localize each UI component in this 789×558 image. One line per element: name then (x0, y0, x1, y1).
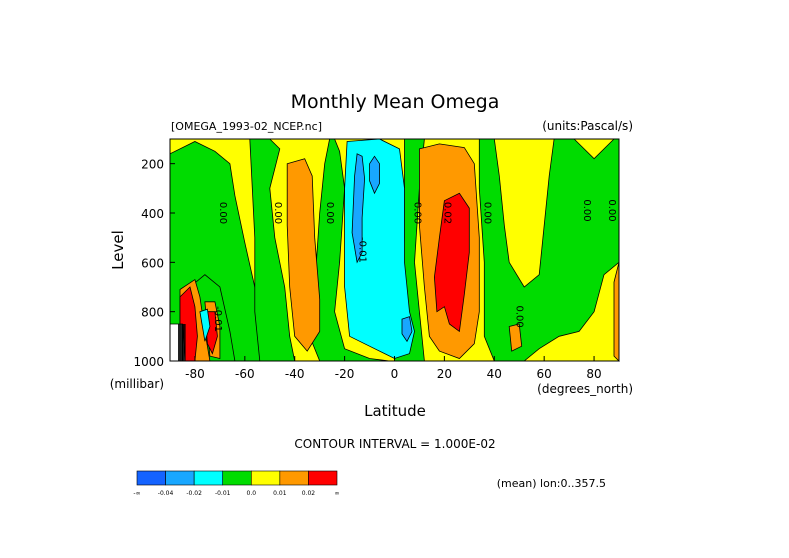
contour-label: 0.02 (441, 202, 452, 224)
y-tick-label: 400 (141, 207, 164, 221)
contour-label: 0.00 (606, 199, 617, 221)
contour-region-orange-band-sh (286, 158, 321, 352)
contour-region-green-band-central (309, 138, 390, 362)
colorbar-swatch (165, 470, 195, 486)
x-axis: -80 -60 -40 -20 0 20 40 60 80 (185, 356, 602, 381)
colorbar-tick-label: -∞ (133, 490, 140, 497)
colorbar: -∞ -0.04 -0.02 -0.01 0.0 0.01 0.02 ∞ (133, 470, 340, 497)
x-tick-label: -60 (235, 367, 255, 381)
contour-label: 0.00 (324, 202, 335, 224)
mean-note: (mean) lon:0..357.5 (497, 477, 606, 490)
x-tick-label: 60 (537, 367, 552, 381)
contour-interval-note: CONTOUR INTERVAL = 1.000E-02 (294, 437, 495, 451)
colorbar-tick-label: 0.02 (302, 490, 316, 497)
y-axis: 200 400 600 800 1000 (133, 158, 175, 369)
source-label: [OMEGA_1993-02_NCEP.nc] (171, 120, 322, 133)
contour-region-red-core-nh (433, 192, 470, 333)
x-tick-label: 80 (586, 367, 601, 381)
x-tick-label: 40 (487, 367, 502, 381)
contour-label: -0.01 (212, 306, 223, 332)
contour-label: 0.00 (272, 202, 283, 224)
x-tick-label: -40 (285, 367, 305, 381)
units-label: (units:Pascal/s) (542, 119, 633, 133)
contour-label: -0.01 (357, 237, 368, 263)
contour-region-blue-patch-1 (351, 153, 366, 264)
colorbar-tick-label: -0.01 (215, 490, 231, 497)
contour-region-green-band-mid (249, 138, 296, 362)
colorbar-swatch (222, 470, 252, 486)
y-units-label: (millibar) (110, 377, 164, 391)
colorbar-swatch (250, 470, 281, 486)
contour-region-blue-patch-3 (401, 316, 413, 343)
x-tick-label: 20 (437, 367, 452, 381)
contour-field (169, 138, 620, 362)
contour-region-cyan-patch-sh (199, 308, 211, 342)
y-axis-title: Level (109, 230, 127, 270)
contour-label: 0.00 (217, 202, 228, 224)
colorbar-swatch (279, 470, 309, 486)
contour-label: 0.00 (581, 199, 592, 221)
colorbar-swatch (193, 470, 224, 486)
colorbar-tick-label: -0.02 (186, 490, 202, 497)
y-tick-label: 800 (141, 306, 164, 320)
chart-title: Monthly Mean Omega (291, 91, 500, 113)
colorbar-tick-label: 0.01 (273, 490, 287, 497)
colorbar-tick-label: ∞ (335, 490, 340, 497)
colorbar-tick-label: -0.04 (158, 490, 174, 497)
y-tick-label: 600 (141, 256, 164, 270)
x-units-label: (degrees_north) (537, 382, 633, 396)
contour-label: 0.00 (481, 202, 492, 224)
colorbar-swatch (308, 470, 338, 486)
x-tick-label: 0 (391, 367, 399, 381)
contour-labels: 0.00 0.00 0.00 -0.01 0.00 0.02 0.00 0.00 0.00 0.0… (212, 199, 617, 332)
x-axis-title: Latitude (364, 402, 426, 420)
x-tick-label: -20 (335, 367, 355, 381)
contour-label: 0.00 (411, 202, 422, 224)
colorbar-tick-label: 0.0 (247, 490, 257, 497)
contour-region-orange-patch-3 (508, 323, 523, 352)
colorbar-swatch (136, 470, 166, 486)
contour-label: 0.00 (514, 305, 525, 327)
y-tick-label: 1000 (133, 355, 164, 369)
contour-region-blue-patch-2 (369, 155, 380, 195)
x-tick-label: -80 (185, 367, 205, 381)
y-tick-label: 200 (141, 158, 164, 172)
